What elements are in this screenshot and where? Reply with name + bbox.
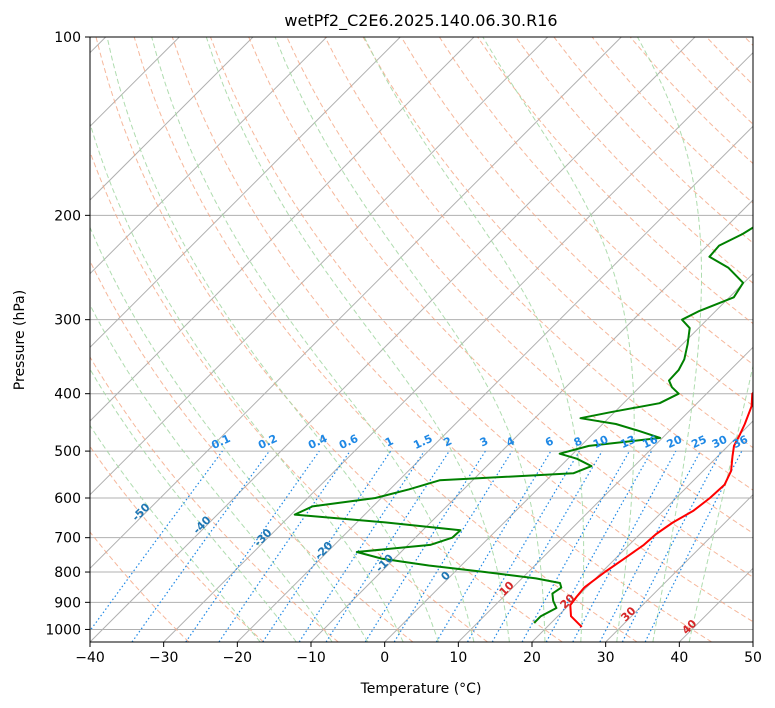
y-tick-label: 400 (54, 387, 81, 403)
temperature-profile-line (569, 391, 753, 628)
dry-adiabat--10 (90, 356, 339, 642)
y-axis-label: Pressure (hPa) (12, 290, 28, 390)
x-tick-label: 40 (670, 650, 688, 666)
dry-adiabat-10 (90, 150, 488, 642)
mixing-line-2 (325, 450, 450, 642)
x-axis-label: Temperature (°C) (360, 681, 482, 697)
dry-adiabat-20 (95, 37, 563, 642)
y-tick-label: 1000 (45, 622, 81, 638)
isotherm-20 (531, 420, 753, 642)
mixing-line-36 (644, 450, 743, 642)
moist-adiabat--20 (90, 424, 261, 642)
isotherm--50 (90, 37, 622, 570)
isotherm-30 (605, 493, 753, 642)
isotherm--30 (163, 51, 753, 642)
isotherm--90 (90, 37, 328, 275)
moist-adiabat-20 (274, 37, 546, 642)
moist-adiabat-5 (106, 37, 439, 642)
y-tick-label: 700 (54, 531, 81, 547)
y-tick-label: 800 (54, 565, 81, 581)
series-layer (293, 226, 753, 628)
dry-adiabat-0 (90, 259, 414, 642)
mixing-ratio-label: 36 (731, 433, 751, 451)
x-tick-label: −20 (223, 650, 253, 666)
moist-adiabat-40 (688, 363, 753, 642)
isotherm--20 (236, 125, 753, 642)
y-tick-label: 300 (54, 313, 81, 329)
x-tick-label: 0 (380, 650, 389, 666)
mixing-line-1 (262, 450, 392, 642)
mixing-line-0.4 (185, 450, 320, 642)
isotherm--100 (90, 37, 254, 201)
x-tick-label: 20 (523, 650, 541, 666)
mixing-ratio-label: 30 (710, 433, 730, 451)
dry-adiabat-80 (324, 37, 753, 491)
x-tick-label: −10 (296, 650, 326, 666)
isotherm-10 (457, 346, 753, 642)
mixing-line-20 (572, 450, 677, 642)
mixing-ratio-label: 25 (689, 433, 708, 451)
plot-frame (89, 36, 754, 643)
isotherm--60 (90, 37, 549, 496)
y-tick-label: 200 (54, 208, 81, 224)
mixing-line-0.2 (131, 450, 270, 642)
moist-adiabat--10 (90, 303, 333, 642)
x-tick-label: 30 (597, 650, 615, 666)
dewpoint-profile-line (293, 226, 753, 624)
y-tick-label: 100 (54, 30, 81, 46)
moist-adiabat-0 (90, 121, 404, 642)
moist-adiabat-10 (151, 37, 475, 642)
dry-adiabats (90, 37, 753, 642)
mixing-ratio-label: 20 (665, 433, 685, 451)
x-axis: −40 −30 −20 −10 0 10 20 30 40 50 (75, 642, 762, 666)
x-tick-label: −30 (149, 650, 179, 666)
isotherm--40 (90, 37, 696, 642)
grid-layer (90, 37, 753, 642)
y-tick-label: 600 (54, 491, 81, 507)
dry-adiabat-130 (515, 37, 753, 284)
moist-adiabats (90, 37, 753, 642)
dry-adiabat-30 (133, 37, 638, 642)
mixing-line-0.6 (218, 450, 351, 642)
isotherm-0 (384, 272, 753, 642)
mixing-ratio-label: 16 (640, 433, 660, 451)
mixing-ratio-lines (90, 450, 743, 642)
mixing-line-0.1 (90, 450, 223, 632)
moist-adiabat-35 (637, 37, 702, 642)
x-tick-label: 10 (449, 650, 467, 666)
dry-adiabat--20 (90, 445, 264, 642)
mixing-line-1.5 (298, 450, 425, 642)
moist-adiabat--5 (90, 226, 369, 642)
x-tick-label: 50 (744, 650, 762, 666)
x-tick-label: −40 (75, 650, 105, 666)
moist-adiabat-25 (363, 37, 585, 642)
moist-adiabat-15 (205, 37, 510, 642)
dry-adiabat-100 (400, 37, 753, 407)
moist-adiabat-30 (482, 37, 635, 642)
dry-adiabat-40 (171, 37, 712, 642)
y-tick-label: 500 (54, 444, 81, 460)
chart-title: wetPf2_C2E6.2025.140.06.30.R16 (284, 11, 557, 31)
mixing-line-13 (521, 450, 631, 642)
mixing-line-4 (393, 450, 513, 642)
mixing-ratio-label: 10 (591, 433, 611, 451)
dry-adiabat--30 (90, 531, 190, 642)
dry-adiabat-60 (248, 37, 753, 578)
y-tick-label: 900 (54, 595, 81, 611)
mixing-line-16 (545, 450, 653, 642)
dry-adiabat-50 (210, 37, 753, 623)
mixing-ratio-label: 13 (618, 433, 637, 451)
dry-adiabat-110 (438, 37, 753, 366)
isotherm--80 (90, 37, 401, 349)
y-axis: 100 200 300 400 500 600 700 800 900 1000 (45, 30, 90, 638)
isotherm--70 (90, 37, 475, 422)
